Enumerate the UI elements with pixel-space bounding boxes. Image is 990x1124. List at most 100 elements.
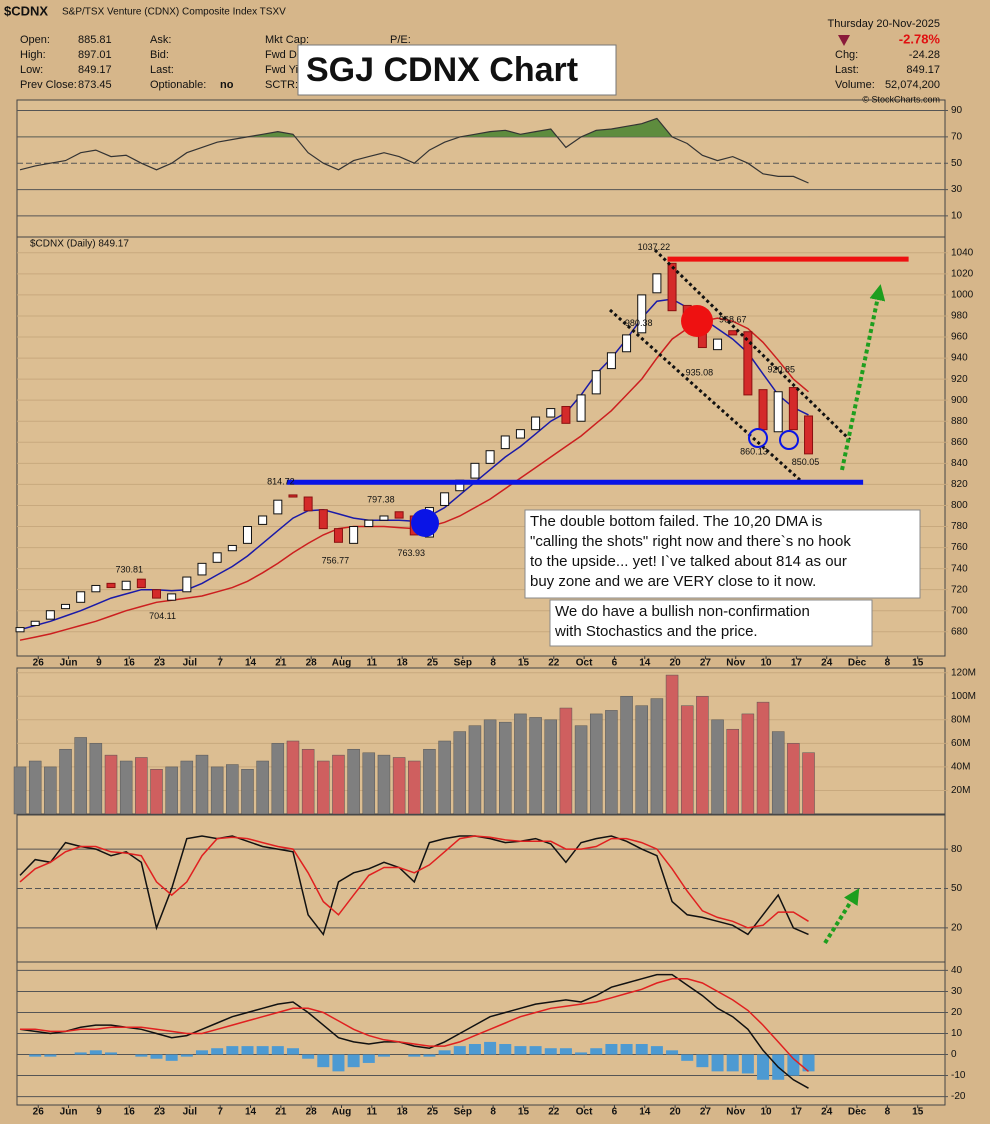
candle bbox=[288, 494, 298, 498]
legend: $CDNX (Daily) 849.17 bbox=[30, 239, 129, 250]
x-tick-label: 16 bbox=[124, 1107, 136, 1118]
x-tick-label: 15 bbox=[518, 658, 530, 669]
volume-bar bbox=[13, 766, 27, 815]
y-tick-label: 30 bbox=[951, 184, 963, 195]
volume-bar bbox=[362, 752, 376, 815]
candle bbox=[349, 526, 359, 544]
volume-bar bbox=[180, 760, 194, 815]
volume-bar bbox=[332, 754, 345, 815]
volume-bar bbox=[620, 696, 633, 815]
candle bbox=[333, 528, 343, 543]
volume-bar bbox=[499, 721, 512, 815]
candle bbox=[379, 515, 389, 521]
x-tick-label: Sep bbox=[454, 658, 472, 669]
x-tick-label: Jul bbox=[183, 658, 198, 669]
macd-histogram bbox=[408, 1054, 421, 1057]
macd-histogram bbox=[529, 1046, 542, 1055]
field-label: Last: bbox=[835, 64, 859, 76]
macd-histogram bbox=[453, 1046, 466, 1055]
field-value: 885.81 bbox=[78, 34, 112, 46]
macd-histogram bbox=[605, 1044, 618, 1055]
volume-bar bbox=[756, 701, 770, 815]
macd-histogram bbox=[711, 1054, 724, 1072]
volume-bar bbox=[44, 766, 57, 815]
volume-bar bbox=[696, 696, 709, 815]
y-tick-label: 20M bbox=[951, 785, 970, 796]
x-tick-label: 6 bbox=[612, 1107, 618, 1118]
macd-histogram bbox=[241, 1046, 254, 1055]
x-tick-label: 7 bbox=[217, 658, 223, 669]
volume-bar bbox=[377, 754, 391, 815]
plots: 26 Jun 9 16 23 Jul 7 14 21 28 Aug 11 18 25 Sep 8 15 22 Oct… bbox=[13, 99, 976, 1124]
copyright: © StockCharts.com bbox=[862, 94, 940, 104]
y-tick-label: 1000 bbox=[951, 290, 974, 301]
macd-histogram bbox=[514, 1046, 527, 1055]
change-percent: -2.78% bbox=[899, 31, 941, 46]
volume-bar bbox=[559, 707, 573, 815]
macd-histogram bbox=[256, 1046, 269, 1055]
candle bbox=[440, 492, 450, 506]
y-tick-label: 70 bbox=[951, 132, 963, 143]
candle bbox=[500, 435, 510, 450]
macd-histogram bbox=[559, 1048, 572, 1055]
candle bbox=[788, 387, 798, 431]
candle bbox=[91, 584, 101, 593]
macd-histogram bbox=[696, 1054, 709, 1068]
volume-bar bbox=[771, 731, 785, 815]
volume-bar bbox=[589, 713, 603, 815]
y-tick-label: 740 bbox=[951, 563, 968, 574]
title-box bbox=[297, 44, 617, 96]
series-line bbox=[19, 835, 809, 937]
candle bbox=[15, 627, 25, 633]
x-tick-label: Aug bbox=[332, 658, 351, 669]
x-tick-label: 8 bbox=[490, 658, 496, 669]
candle bbox=[242, 526, 252, 544]
macd-histogram bbox=[757, 1054, 770, 1080]
y-tick-label: 100M bbox=[951, 691, 976, 702]
macd-histogram bbox=[802, 1054, 815, 1072]
candle bbox=[606, 352, 616, 370]
volume-bar bbox=[317, 760, 330, 815]
overlay-title: SGJ CDNX Chart bbox=[306, 51, 578, 89]
volume-bar bbox=[59, 748, 72, 815]
ring bbox=[779, 430, 799, 450]
macd-histogram bbox=[226, 1046, 239, 1055]
y-tick-label: 20 bbox=[951, 1007, 963, 1018]
x-tick-label: 11 bbox=[367, 658, 378, 669]
x-tick-label: Jun bbox=[60, 1107, 78, 1118]
y-tick-label: 720 bbox=[951, 584, 968, 595]
x-tick-label: Oct bbox=[576, 658, 593, 669]
down-arrow bbox=[838, 35, 850, 46]
volume-bar bbox=[468, 725, 482, 815]
candle bbox=[515, 429, 525, 439]
volume-bar bbox=[650, 698, 664, 815]
macd-histogram bbox=[666, 1050, 679, 1055]
candle bbox=[758, 389, 768, 431]
x-tick-label: 7 bbox=[217, 1107, 223, 1118]
arrow bbox=[823, 888, 860, 945]
y-tick-label: 50 bbox=[951, 158, 963, 169]
y-tick-label: 960 bbox=[951, 332, 968, 343]
x-tick-label: 14 bbox=[639, 658, 651, 669]
y-tick-label: -20 bbox=[951, 1091, 966, 1102]
macd-histogram bbox=[362, 1054, 375, 1063]
candle bbox=[45, 610, 55, 620]
price-annotation: 860.13 bbox=[740, 447, 768, 457]
x-tick-label: Aug bbox=[332, 1107, 351, 1118]
macd-histogram bbox=[29, 1054, 42, 1057]
date: Thursday 20-Nov-2025 bbox=[827, 18, 940, 30]
candle bbox=[394, 511, 404, 519]
volume-bar bbox=[392, 757, 406, 815]
x-tick-label: 20 bbox=[670, 1107, 682, 1118]
volume-bar bbox=[529, 717, 542, 815]
volume-bar bbox=[711, 719, 724, 815]
candle bbox=[470, 462, 480, 479]
macd-histogram bbox=[544, 1048, 557, 1055]
x-tick-label: 16 bbox=[124, 658, 136, 669]
price-annotation: 968.67 bbox=[719, 314, 747, 324]
rsi-line bbox=[19, 117, 809, 184]
macd-histogram bbox=[74, 1052, 87, 1055]
arrow bbox=[840, 284, 886, 471]
index-name: S&P/TSX Venture (CDNX) Composite Index T… bbox=[62, 7, 286, 18]
x-tick-label: 28 bbox=[306, 1107, 318, 1118]
